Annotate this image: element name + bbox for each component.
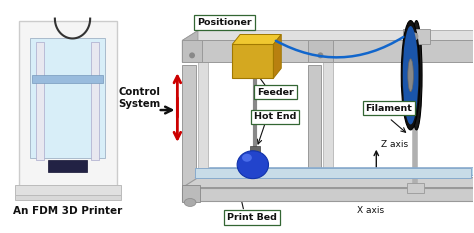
Bar (30, 38, 105, 158)
Text: Feeder: Feeder (257, 88, 294, 97)
Circle shape (189, 52, 195, 58)
Bar (15, 185, 120, 195)
Ellipse shape (403, 26, 419, 124)
Bar (182, 41, 202, 62)
Polygon shape (195, 168, 474, 178)
Bar (32, 75, 103, 83)
Ellipse shape (237, 151, 268, 179)
Text: Print Bed: Print Bed (227, 213, 277, 222)
Bar (232, 45, 273, 78)
Bar (18, 21, 117, 190)
Bar (36, 42, 44, 160)
Bar (198, 58, 208, 180)
Text: Positioner: Positioner (197, 18, 252, 27)
Text: Control
System: Control System (118, 87, 160, 109)
Polygon shape (182, 178, 474, 188)
Bar (182, 65, 196, 195)
Text: An FDM 3D Printer: An FDM 3D Printer (13, 206, 122, 216)
Bar (250, 146, 260, 156)
Bar (308, 41, 333, 62)
Polygon shape (273, 34, 281, 78)
Text: Z axis: Z axis (381, 140, 408, 149)
Bar (403, 28, 430, 45)
Text: Filament: Filament (365, 103, 412, 113)
Bar (195, 168, 471, 178)
Ellipse shape (401, 21, 420, 130)
Bar (182, 185, 200, 202)
Bar (182, 41, 474, 62)
Polygon shape (232, 34, 281, 45)
Bar (323, 58, 333, 180)
Polygon shape (182, 31, 474, 41)
Polygon shape (182, 31, 198, 62)
Circle shape (410, 33, 419, 41)
Bar (91, 42, 99, 160)
Ellipse shape (184, 199, 196, 206)
Bar (15, 195, 120, 200)
Ellipse shape (242, 154, 252, 162)
Text: Y axis: Y axis (418, 168, 444, 177)
Bar (48, 160, 87, 172)
Circle shape (318, 52, 323, 58)
Ellipse shape (408, 59, 413, 92)
Ellipse shape (411, 21, 422, 130)
Bar (308, 65, 321, 195)
Text: Hot End: Hot End (254, 113, 297, 121)
Bar (407, 183, 424, 192)
Bar (182, 188, 474, 202)
Text: X axis: X axis (357, 206, 384, 215)
